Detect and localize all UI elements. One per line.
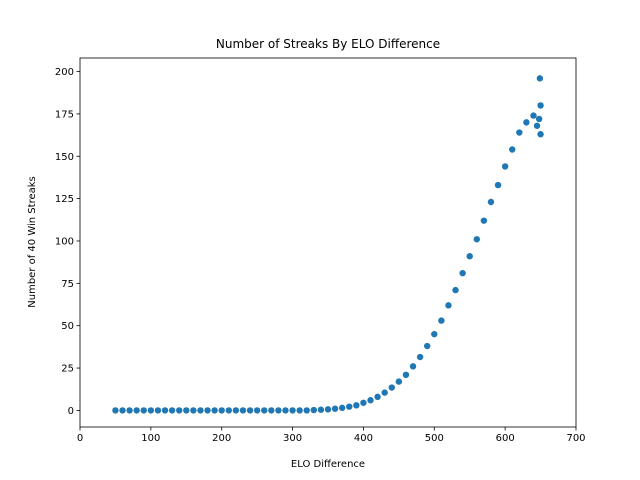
data-point	[133, 407, 140, 414]
data-point	[246, 407, 254, 414]
x-tick-label: 100	[141, 433, 160, 444]
data-point	[431, 330, 438, 338]
data-point	[324, 406, 332, 413]
data-point	[424, 342, 431, 350]
x-tick-label: 600	[496, 433, 515, 444]
y-tick-label: 100	[55, 236, 74, 247]
data-point	[211, 407, 218, 414]
data-point	[409, 363, 417, 370]
y-axis-label: Number of 40 Win Streaks	[27, 176, 38, 307]
x-tick-label: 0	[77, 433, 83, 444]
data-point	[395, 378, 403, 385]
data-point	[537, 131, 544, 138]
data-point	[530, 112, 537, 119]
data-point	[533, 122, 541, 129]
plot-points	[112, 75, 544, 414]
y-tick-label: 0	[68, 406, 74, 417]
x-tick-label: 700	[566, 433, 585, 444]
x-tick-label: 300	[283, 433, 302, 444]
chart-title: Number of Streaks By ELO Difference	[216, 37, 440, 51]
data-point	[161, 407, 169, 414]
y-tick-label: 150	[55, 152, 74, 163]
y-tick-label: 175	[55, 109, 74, 120]
data-point	[331, 405, 339, 412]
x-tick-label: 500	[425, 433, 444, 444]
data-point	[367, 397, 374, 404]
data-point	[466, 253, 473, 260]
y-tick-label: 125	[55, 194, 74, 205]
data-point	[154, 407, 162, 414]
data-point	[459, 269, 466, 277]
data-point	[494, 181, 502, 189]
data-point	[537, 102, 544, 109]
data-point	[388, 384, 395, 391]
data-point	[112, 407, 119, 414]
x-tick-label: 400	[354, 433, 373, 444]
data-point	[509, 146, 516, 153]
data-point	[289, 407, 296, 414]
y-tick-label: 50	[61, 321, 74, 332]
data-point	[261, 407, 268, 414]
data-point	[225, 407, 232, 414]
data-point	[176, 407, 183, 414]
data-point	[168, 407, 176, 414]
data-point	[310, 406, 318, 414]
data-point	[445, 302, 452, 309]
data-point	[353, 402, 360, 409]
x-tick-label: 200	[212, 433, 231, 444]
data-point	[296, 407, 303, 414]
data-point	[190, 407, 197, 414]
x-axis: 0 100 200 300 400 500 600 700	[77, 427, 586, 444]
plot-frame	[79, 57, 577, 428]
data-point	[147, 407, 155, 414]
data-point	[516, 129, 523, 136]
data-point	[204, 407, 211, 414]
data-point	[536, 75, 544, 82]
data-point	[501, 163, 509, 170]
data-point	[183, 407, 190, 414]
data-point	[126, 407, 133, 414]
data-point	[535, 115, 543, 123]
data-point	[374, 393, 381, 401]
data-point	[232, 407, 240, 414]
data-point	[360, 399, 367, 406]
y-tick-label: 75	[61, 279, 74, 290]
data-point	[473, 236, 480, 243]
data-point	[253, 407, 261, 414]
data-point	[119, 407, 126, 414]
data-point	[218, 407, 225, 414]
data-point	[381, 389, 388, 396]
data-point	[416, 353, 424, 361]
data-point	[523, 119, 530, 126]
data-point	[282, 407, 289, 414]
data-point	[275, 407, 282, 414]
y-axis: 0 25 50 75 100 125 150 175 200	[55, 67, 80, 417]
y-tick-label: 200	[55, 67, 74, 78]
data-point	[346, 403, 353, 410]
data-point	[303, 407, 310, 414]
data-point	[317, 406, 325, 413]
data-point	[402, 371, 410, 379]
data-point	[239, 407, 247, 414]
data-point	[197, 407, 204, 414]
data-point	[487, 198, 495, 206]
data-point	[268, 407, 275, 414]
y-tick-label: 25	[61, 364, 74, 375]
data-point	[452, 286, 459, 294]
data-point	[338, 404, 346, 412]
data-point	[438, 317, 445, 324]
data-point	[140, 407, 147, 414]
x-axis-label: ELO Difference	[291, 459, 365, 470]
data-point	[480, 217, 488, 224]
